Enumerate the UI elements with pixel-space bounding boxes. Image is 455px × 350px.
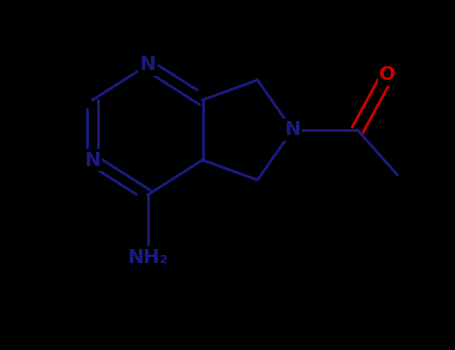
Text: N: N — [284, 120, 301, 140]
Text: N: N — [139, 56, 156, 75]
Text: O: O — [379, 65, 396, 84]
Text: NH₂: NH₂ — [127, 248, 168, 267]
Text: N: N — [84, 150, 101, 169]
